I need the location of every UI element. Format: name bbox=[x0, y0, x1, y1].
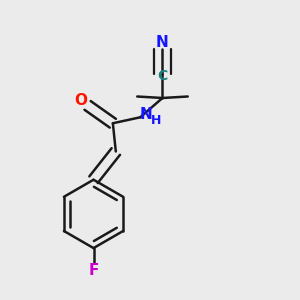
Text: F: F bbox=[88, 262, 99, 278]
Text: N: N bbox=[140, 107, 152, 122]
Text: H: H bbox=[151, 114, 161, 127]
Text: N: N bbox=[156, 35, 169, 50]
Text: O: O bbox=[74, 93, 88, 108]
Text: C: C bbox=[158, 69, 168, 83]
